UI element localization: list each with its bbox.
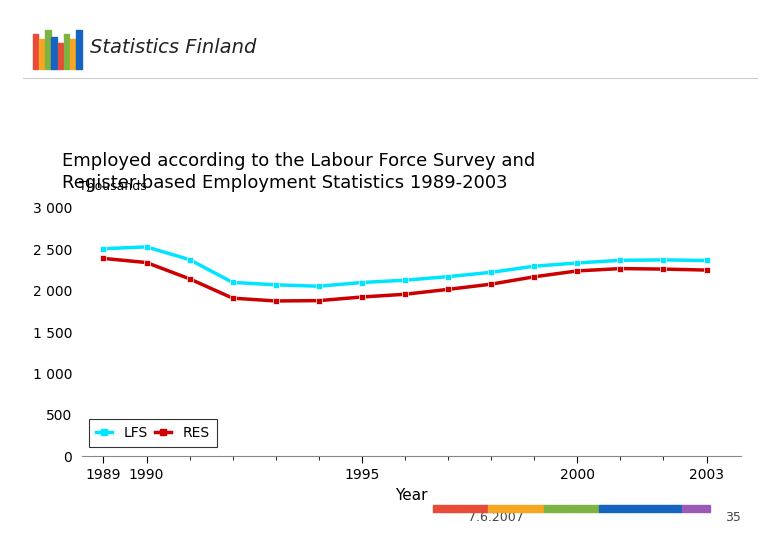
Text: Employed according to the Labour Force Survey and: Employed according to the Labour Force S… [62,152,536,170]
LFS [702,257,711,264]
RES [487,281,496,287]
Line: RES: RES [101,255,709,303]
RES [702,267,711,273]
Line: LFS: LFS [100,244,710,289]
RES [185,275,194,282]
RES [271,298,281,304]
Text: Statistics Finland: Statistics Finland [90,38,256,57]
RES [659,266,668,272]
RES [142,259,151,266]
RES [615,265,625,272]
RES [314,298,324,304]
RES [357,294,367,300]
Text: Register-based Employment Statistics 1989-2003: Register-based Employment Statistics 198… [62,174,508,192]
LFS [99,246,108,252]
LFS [185,256,194,263]
RES [400,291,410,298]
LFS [530,263,539,269]
RES [443,286,452,293]
Legend: LFS, RES: LFS, RES [89,419,217,447]
Text: 7.6.2007: 7.6.2007 [468,511,523,524]
LFS [443,273,452,280]
RES [228,295,237,301]
Text: Thousands: Thousands [79,180,147,193]
LFS [357,279,367,286]
RES [573,268,582,274]
LFS [659,256,668,263]
RES [530,274,539,280]
LFS [400,277,410,284]
X-axis label: Year: Year [395,488,427,503]
LFS [271,281,281,288]
Text: 35: 35 [725,511,741,524]
LFS [615,257,625,264]
RES [99,255,108,262]
LFS [487,269,496,275]
LFS [573,260,582,266]
LFS [314,283,324,289]
LFS [142,244,151,250]
LFS [228,279,237,286]
